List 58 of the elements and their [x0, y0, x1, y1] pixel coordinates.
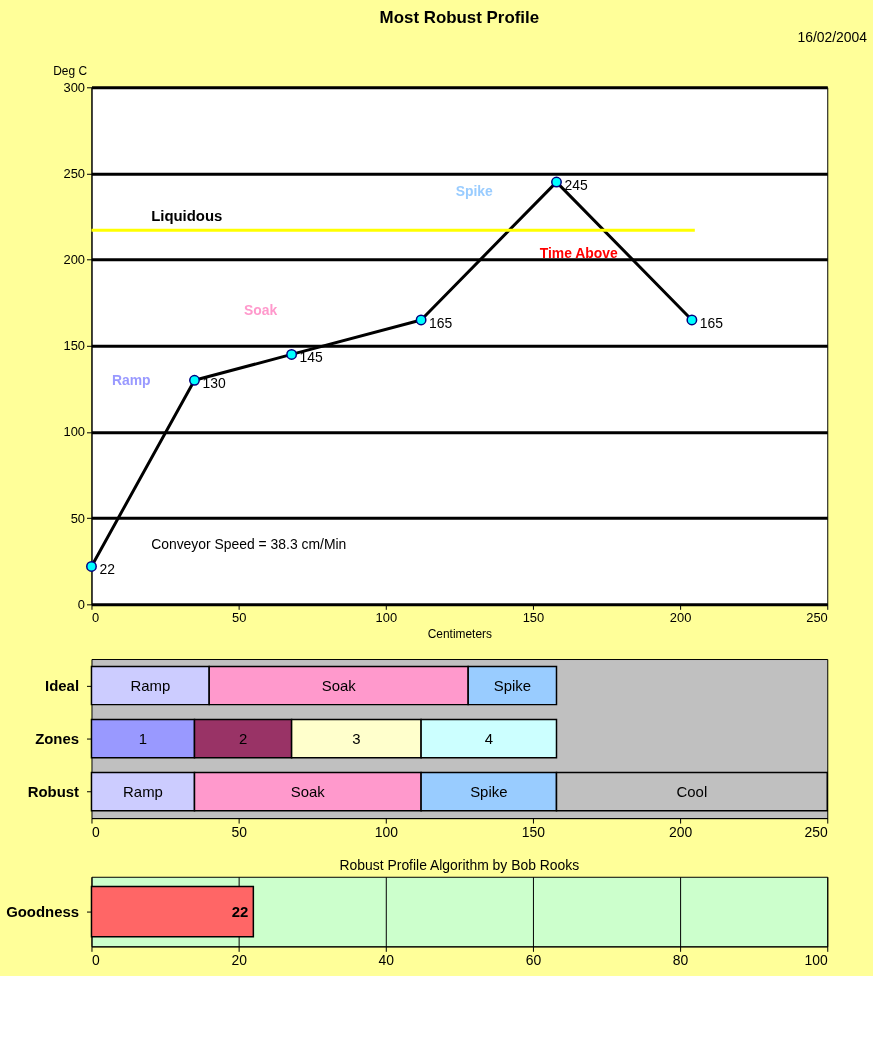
- text: Soak: [290, 783, 325, 800]
- data-label: 145: [299, 349, 324, 366]
- series-label: 2: [238, 730, 248, 747]
- data-label: 130: [202, 375, 226, 392]
- y-tick-label: Zones: [35, 731, 80, 748]
- x-tick-label: 60: [525, 951, 542, 968]
- x-tick-label: 250: [804, 823, 829, 840]
- data-label: 245: [564, 177, 588, 194]
- x-tick-label: 100: [804, 951, 829, 968]
- x-tick-label: 100: [374, 823, 399, 840]
- y-tick-label: 150: [63, 338, 86, 354]
- x-tick-label: 100: [375, 609, 398, 625]
- annotation: Time Above: [539, 245, 618, 262]
- x-tick-label: 200: [669, 823, 693, 840]
- data-label: 165: [429, 314, 453, 331]
- series-label: Soak: [321, 677, 357, 694]
- x-tick-label: 20: [231, 951, 248, 968]
- ref-line-label: Liquidous: [151, 208, 223, 225]
- y-tick-label: 100: [63, 424, 86, 440]
- x-tick-label: 80: [672, 951, 689, 968]
- series-label: 3: [352, 730, 361, 747]
- x-tick-label: 250: [806, 609, 828, 625]
- x-axis-title: Centimeters: [427, 626, 493, 641]
- x-tick-label: 50: [231, 823, 248, 840]
- x-tick-label: 0: [91, 609, 100, 625]
- y-tick-label: Ideal: [45, 678, 80, 694]
- y-axis-title: Deg C: [53, 63, 88, 78]
- x-tick-label: 50: [231, 609, 247, 625]
- x-tick-label: 150: [521, 823, 546, 840]
- data-label: 22: [231, 903, 249, 920]
- y-tick-label: 50: [70, 510, 86, 526]
- y-tick-label: 250: [63, 165, 86, 181]
- annotation: Ramp: [111, 371, 151, 388]
- text: 16/02/2004: [797, 28, 868, 45]
- y-tick-label: Goodness: [6, 904, 80, 921]
- chart-title: Most Robust Profile: [379, 7, 540, 27]
- annotation: Conveyor Speed = 38.3 cm/Min: [151, 535, 347, 552]
- x-tick-label: 40: [378, 951, 395, 968]
- x-tick-label: 150: [522, 609, 545, 625]
- x-tick-label: 200: [669, 609, 692, 625]
- text: Spike: [470, 783, 508, 800]
- y-tick-label: Robust: [27, 784, 80, 801]
- series-label: Spike: [493, 677, 531, 694]
- x-tick-label: 0: [91, 823, 100, 840]
- chart-title: Robust Profile Algorithm by Bob Rooks: [339, 856, 580, 873]
- legend-label: Ramp: [123, 783, 163, 800]
- series-label: Cool: [676, 783, 708, 800]
- data-label: 22: [99, 561, 116, 578]
- series-label: 1: [138, 730, 148, 747]
- y-tick-label: 0: [77, 596, 86, 612]
- x-tick-label: 0: [91, 951, 100, 968]
- text: Ramp: [130, 677, 171, 694]
- y-tick-label: 200: [63, 252, 86, 268]
- series-label: 4: [484, 730, 493, 747]
- y-tick-label: 300: [63, 79, 86, 95]
- data-label: 165: [699, 314, 724, 331]
- annotation: Spike: [455, 182, 494, 199]
- annotation: Soak: [243, 301, 278, 318]
